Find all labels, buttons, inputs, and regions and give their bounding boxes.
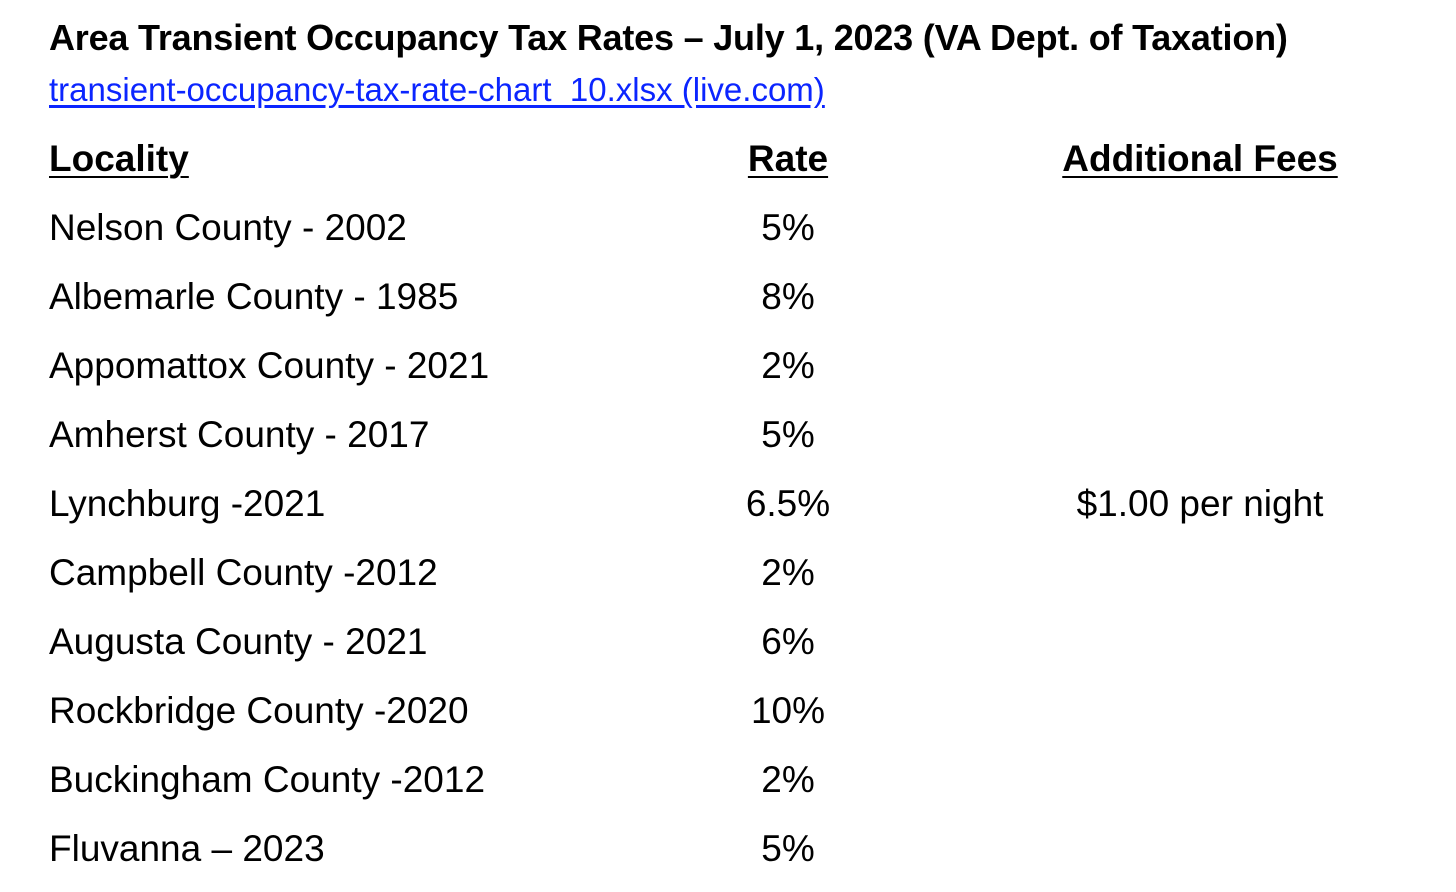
locality-cell: Lynchburg -2021 [49, 483, 326, 524]
table-row: Amherst County - 2017 5% [0, 400, 1456, 469]
rate-cell: 5% [761, 414, 815, 455]
fees-cell [1020, 607, 1380, 676]
locality-cell: Amherst County - 2017 [49, 414, 430, 455]
table-row: Nelson County - 2002 5% [0, 193, 1456, 262]
fees-cell [1020, 745, 1380, 814]
table-row: Lynchburg -2021 6.5% $1.00 per night [0, 469, 1456, 538]
fees-cell [1020, 538, 1380, 607]
source-link[interactable]: transient-occupancy-tax-rate-chart_10.xl… [49, 71, 825, 108]
locality-cell: Buckingham County -2012 [49, 759, 486, 800]
rate-cell: 5% [761, 207, 815, 248]
fees-cell [1020, 262, 1380, 331]
locality-cell: Campbell County -2012 [49, 552, 438, 593]
header-additional-fees: Additional Fees [1062, 138, 1338, 179]
locality-cell: Appomattox County - 2021 [49, 345, 490, 386]
locality-cell: Augusta County - 2021 [49, 621, 428, 662]
fees-cell [1020, 193, 1380, 262]
fees-cell [1020, 331, 1380, 400]
rate-cell: 2% [761, 759, 815, 800]
rate-cell: 2% [761, 552, 815, 593]
locality-cell: Nelson County - 2002 [49, 207, 407, 248]
locality-cell: Rockbridge County -2020 [49, 690, 469, 731]
table-header-row: Locality Rate Additional Fees [0, 124, 1456, 193]
table-row: Augusta County - 2021 6% [0, 607, 1456, 676]
document-title: Area Transient Occupancy Tax Rates – Jul… [49, 17, 1288, 58]
rate-cell: 5% [761, 828, 815, 869]
locality-cell: Albemarle County - 1985 [49, 276, 459, 317]
fees-cell [1020, 676, 1380, 745]
table-row: Appomattox County - 2021 2% [0, 331, 1456, 400]
fees-cell: $1.00 per night [1076, 483, 1324, 524]
rate-cell: 8% [761, 276, 815, 317]
table-row: Fluvanna – 2023 5% [0, 814, 1456, 883]
table-row: Rockbridge County -2020 10% [0, 676, 1456, 745]
table-row: Campbell County -2012 2% [0, 538, 1456, 607]
locality-cell: Fluvanna – 2023 [49, 828, 325, 869]
rate-cell: 6% [761, 621, 815, 662]
fees-cell [1020, 814, 1380, 883]
rate-cell: 10% [750, 690, 826, 731]
rate-cell: 6.5% [745, 483, 831, 524]
rate-cell: 2% [761, 345, 815, 386]
table-row: Buckingham County -2012 2% [0, 745, 1456, 814]
header-locality: Locality [49, 138, 189, 179]
fees-cell [1020, 400, 1380, 469]
header-rate: Rate [747, 138, 829, 179]
table-row: Albemarle County - 1985 8% [0, 262, 1456, 331]
